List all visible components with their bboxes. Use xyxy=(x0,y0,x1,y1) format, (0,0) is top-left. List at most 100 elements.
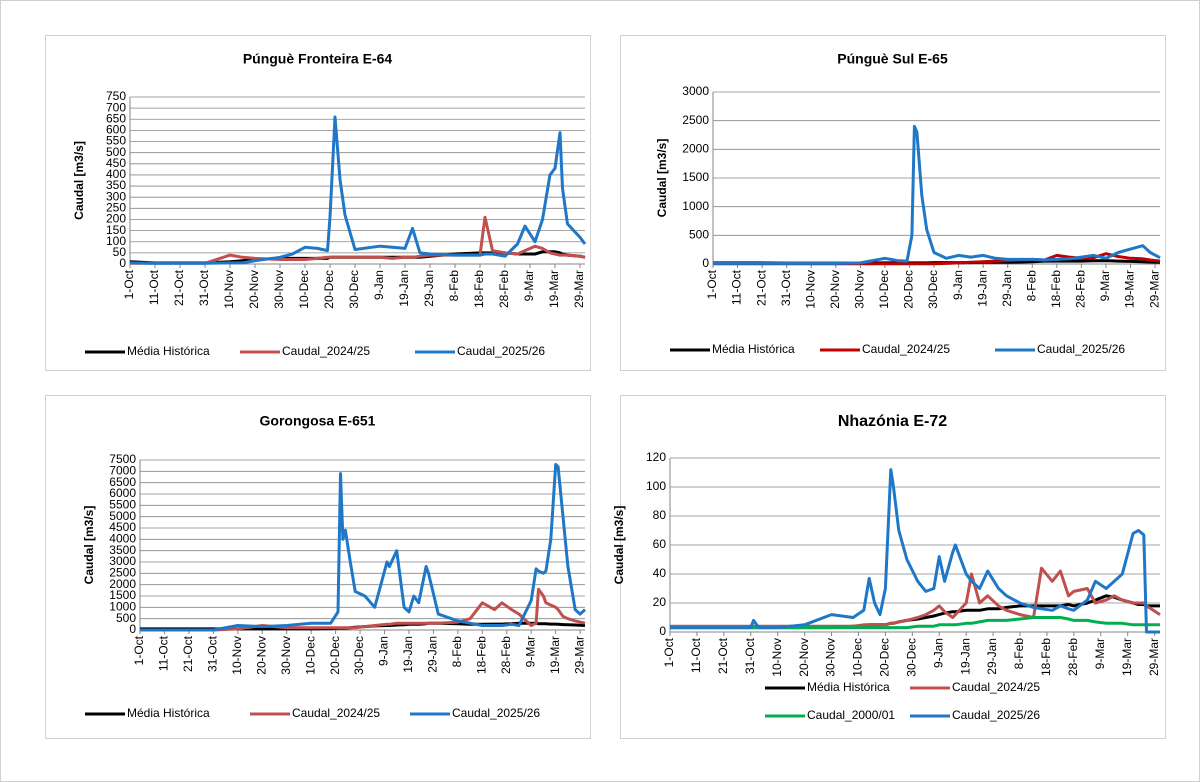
y-tick-label: 4500 xyxy=(109,520,136,534)
y-tick-label: 1500 xyxy=(682,170,709,184)
x-tick-label: 29-Jan xyxy=(422,270,436,307)
legend-label: Caudal_2025/26 xyxy=(457,344,545,358)
x-tick-label: 9-Mar xyxy=(1098,270,1112,301)
x-tick-label: 28-Feb xyxy=(497,270,511,308)
x-tick-label: 28-Feb xyxy=(1066,638,1080,676)
y-tick-label: 7500 xyxy=(109,452,136,466)
y-tick-label: 550 xyxy=(106,134,126,148)
x-tick-label: 10-Nov xyxy=(222,270,236,309)
y-tick-label: 120 xyxy=(646,450,666,464)
data-line xyxy=(129,115,587,265)
x-tick-label: 18-Feb xyxy=(1039,638,1053,676)
x-tick-label: 19-Mar xyxy=(548,636,562,674)
x-tick-label: 9-Jan xyxy=(377,636,391,666)
y-tick-label: 0 xyxy=(659,624,666,638)
x-tick-label: 10-Dec xyxy=(851,638,865,677)
y-tick-label: 650 xyxy=(106,111,126,125)
chart-panel: Gorongosa E-6510500100015002000250030003… xyxy=(45,395,591,739)
y-tick-label: 300 xyxy=(106,189,126,203)
x-tick-label: 10-Dec xyxy=(303,636,317,675)
y-tick-label: 5000 xyxy=(109,509,136,523)
x-tick-label: 20-Dec xyxy=(902,270,916,309)
x-tick-label: 31-Oct xyxy=(779,269,793,306)
x-tick-label: 19-Mar xyxy=(547,270,561,308)
x-tick-label: 20-Nov xyxy=(247,270,261,309)
x-tick-label: 30-Nov xyxy=(824,638,838,677)
y-tick-label: 7000 xyxy=(109,464,136,478)
y-tick-label: 2500 xyxy=(109,566,136,580)
x-tick-label: 21-Oct xyxy=(181,635,195,672)
data-line xyxy=(713,124,1161,265)
x-tick-label: 30-Dec xyxy=(352,636,366,675)
x-tick-label: 19-Jan xyxy=(397,270,411,307)
y-tick-label: 500 xyxy=(116,611,136,625)
chart-title: Púnguè Sul E-65 xyxy=(837,51,948,67)
legend-label: Caudal_2024/25 xyxy=(952,680,1040,694)
chart-panel: Nhazónia E-72 0 20 40 60 80 100 120 1-Oct 11-Oct 2… xyxy=(612,395,1166,739)
legend-label: Caudal_2024/25 xyxy=(292,706,380,720)
x-tick-label: 18-Feb xyxy=(1049,270,1063,308)
y-tick-label: 40 xyxy=(653,566,667,580)
x-tick-label: 29-Jan xyxy=(426,636,440,673)
y-tick-label: 50 xyxy=(113,245,127,259)
y-tick-label: 2000 xyxy=(682,142,709,156)
x-tick-label: 29-Jan xyxy=(985,638,999,675)
x-tick-label: 31-Oct xyxy=(206,635,220,672)
panel-frame xyxy=(620,395,1166,739)
y-tick-label: 150 xyxy=(106,223,126,237)
x-tick-label: 1-Oct xyxy=(662,637,676,667)
legend-label: Caudal_2024/25 xyxy=(282,344,370,358)
legend-label: Caudal_2000/01 xyxy=(807,708,895,722)
x-tick-label: 19-Mar xyxy=(1123,270,1137,308)
data-line xyxy=(670,468,1160,634)
y-tick-label: 500 xyxy=(689,228,709,242)
x-tick-label: 10-Nov xyxy=(803,270,817,309)
x-tick-label: 8-Feb xyxy=(1024,270,1038,302)
legend-label: Caudal_2025/26 xyxy=(1037,342,1125,356)
data-line xyxy=(140,587,586,632)
panel-frame xyxy=(45,395,591,739)
y-tick-label: 2500 xyxy=(682,113,709,127)
x-tick-label: 20-Dec xyxy=(878,638,892,677)
x-tick-label: 9-Jan xyxy=(372,270,386,300)
legend-label: Média Histórica xyxy=(807,680,890,694)
x-tick-label: 31-Oct xyxy=(743,637,757,674)
panel-frame xyxy=(620,35,1166,371)
legend-label: Média Histórica xyxy=(127,706,210,720)
x-tick-label: 8-Feb xyxy=(450,636,464,668)
x-tick-label: 10-Dec xyxy=(877,270,891,309)
x-tick-label: 19-Jan xyxy=(975,270,989,307)
y-tick-label: 200 xyxy=(106,212,126,226)
x-tick-label: 30-Dec xyxy=(347,270,361,309)
x-tick-label: 19-Jan xyxy=(401,636,415,673)
y-tick-label: 5500 xyxy=(109,498,136,512)
x-tick-label: 20-Nov xyxy=(254,636,268,675)
y-tick-label: 60 xyxy=(653,537,667,551)
y-tick-label: 100 xyxy=(106,234,126,248)
x-tick-label: 10-Nov xyxy=(770,638,784,677)
y-axis-label: Caudal [m3/s] xyxy=(82,506,96,585)
x-tick-label: 28-Feb xyxy=(499,636,513,674)
x-tick-label: 29-Mar xyxy=(1147,270,1161,308)
x-tick-label: 20-Dec xyxy=(322,270,336,309)
data-line xyxy=(140,463,587,632)
chart-title: Gorongosa E-651 xyxy=(260,413,376,429)
x-tick-label: 29-Mar xyxy=(572,270,586,308)
y-tick-label: 450 xyxy=(106,156,126,170)
x-tick-label: 8-Feb xyxy=(447,270,461,302)
y-tick-label: 2000 xyxy=(109,577,136,591)
x-tick-label: 10-Nov xyxy=(230,636,244,675)
chart-panel: Púnguè Fronteira E-640501001502002503003… xyxy=(45,35,591,371)
chart-panel: Púnguè Sul E-65 0 500 1000 1500 2000 2500 3000 1… xyxy=(620,35,1166,371)
x-tick-label: 19-Mar xyxy=(1120,638,1134,676)
y-axis-label: Caudal [m3/s] xyxy=(655,139,669,218)
y-tick-label: 400 xyxy=(106,167,126,181)
y-tick-label: 500 xyxy=(106,145,126,159)
y-tick-label: 3000 xyxy=(682,84,709,98)
y-axis-label: Caudal [m3/s] xyxy=(612,506,626,585)
data-line xyxy=(670,616,1160,630)
x-tick-label: 28-Feb xyxy=(1074,270,1088,308)
x-tick-label: 29-Mar xyxy=(1147,638,1161,676)
chart-title: Púnguè Fronteira E-64 xyxy=(243,51,393,67)
legend-label: Média Histórica xyxy=(712,342,795,356)
